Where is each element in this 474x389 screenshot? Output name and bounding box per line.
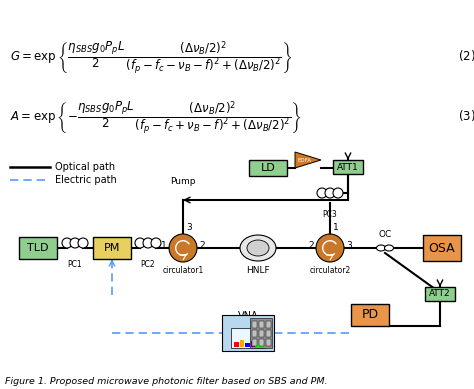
Text: PD: PD	[362, 308, 379, 321]
Bar	[245, 343, 250, 347]
Text: VNA: VNA	[237, 311, 258, 321]
Text: Electric path: Electric path	[55, 175, 117, 185]
Text: $(3)$: $(3)$	[458, 107, 474, 123]
Bar	[234, 342, 239, 347]
FancyBboxPatch shape	[19, 237, 57, 259]
Bar	[266, 330, 271, 337]
FancyBboxPatch shape	[93, 237, 131, 259]
FancyBboxPatch shape	[425, 287, 455, 301]
Text: circulator1: circulator1	[163, 266, 204, 275]
Bar	[252, 330, 257, 337]
Text: Optical path: Optical path	[55, 162, 115, 172]
Text: $G = \exp\left\{\dfrac{\eta_{SBS}g_0P_pL}{2}\dfrac{(\Delta\nu_B/2)^2}{(f_p-f_c-\: $G = \exp\left\{\dfrac{\eta_{SBS}g_0P_pL…	[10, 39, 292, 77]
Text: PC2: PC2	[141, 260, 155, 269]
Circle shape	[169, 234, 197, 262]
Circle shape	[70, 238, 80, 248]
Text: 2: 2	[309, 240, 314, 249]
Circle shape	[135, 238, 145, 248]
Circle shape	[78, 238, 88, 248]
FancyBboxPatch shape	[222, 315, 274, 351]
Bar	[240, 340, 244, 347]
Circle shape	[316, 234, 344, 262]
Text: ATT2: ATT2	[429, 289, 451, 298]
Bar	[252, 339, 257, 346]
Bar	[259, 339, 264, 346]
Bar	[251, 341, 255, 347]
Text: $(2)$: $(2)$	[458, 47, 474, 63]
Ellipse shape	[384, 245, 393, 251]
Circle shape	[151, 238, 161, 248]
Text: 3: 3	[346, 240, 352, 249]
Text: 1: 1	[161, 240, 167, 249]
FancyBboxPatch shape	[231, 328, 265, 348]
Text: circulator2: circulator2	[310, 266, 351, 275]
Bar	[266, 321, 271, 328]
Text: LD: LD	[261, 163, 275, 173]
Circle shape	[62, 238, 72, 248]
Text: 1: 1	[333, 223, 339, 232]
Bar	[259, 321, 264, 328]
Ellipse shape	[376, 245, 385, 251]
Text: Figure 1. Proposed microwave photonic filter based on SBS and PM.: Figure 1. Proposed microwave photonic fi…	[5, 377, 328, 387]
Polygon shape	[295, 152, 321, 168]
Bar	[259, 330, 264, 337]
FancyBboxPatch shape	[249, 160, 287, 176]
Text: 3: 3	[186, 223, 192, 232]
Text: ATT1: ATT1	[337, 163, 359, 172]
Text: PC3: PC3	[323, 210, 337, 219]
Ellipse shape	[247, 240, 269, 256]
Text: HNLF: HNLF	[246, 266, 270, 275]
Text: $A = \exp\left\{-\dfrac{\eta_{SBS}g_0P_pL}{2}\dfrac{(\Delta\nu_B/2)^2}{(f_p-f_c+: $A = \exp\left\{-\dfrac{\eta_{SBS}g_0P_p…	[10, 99, 302, 137]
FancyBboxPatch shape	[250, 318, 272, 348]
FancyBboxPatch shape	[351, 304, 389, 326]
Text: PM: PM	[104, 243, 120, 253]
Circle shape	[333, 188, 343, 198]
Bar	[256, 343, 261, 347]
Circle shape	[325, 188, 335, 198]
Circle shape	[317, 188, 327, 198]
Text: OC: OC	[378, 230, 392, 239]
FancyBboxPatch shape	[333, 160, 363, 174]
Text: EDFA: EDFA	[298, 158, 312, 163]
Bar	[266, 339, 271, 346]
Bar	[252, 321, 257, 328]
FancyBboxPatch shape	[423, 235, 461, 261]
Text: PC1: PC1	[68, 260, 82, 269]
Text: 2: 2	[199, 240, 205, 249]
Circle shape	[143, 238, 153, 248]
Ellipse shape	[240, 235, 276, 261]
Text: TLD: TLD	[27, 243, 49, 253]
Text: OSA: OSA	[428, 242, 456, 254]
Text: Pump: Pump	[170, 177, 196, 186]
